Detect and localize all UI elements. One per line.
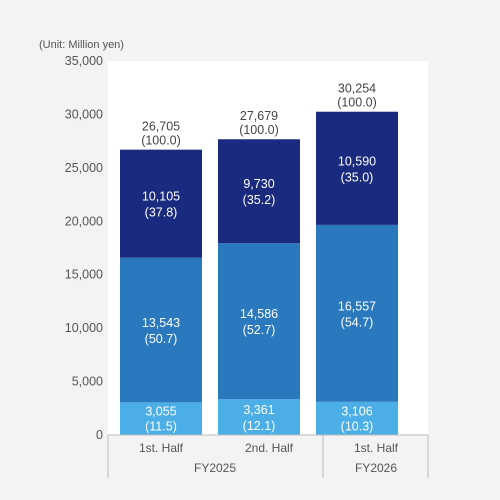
unit-label: (Unit: Million yen) — [39, 39, 124, 51]
bar-segment — [316, 401, 398, 435]
bar-segment — [218, 139, 300, 244]
segment-value-label: 16,557 — [338, 299, 376, 313]
y-axis: 0 5,000 10,000 15,000 20,000 25,000 30,000 35,0… — [65, 54, 103, 442]
total-percent-label: (100.0) — [141, 134, 181, 148]
y-tick-label: 10,000 — [65, 321, 103, 335]
segment-percent-label: (12.1) — [243, 419, 276, 433]
segment-percent-label: (35.2) — [243, 193, 276, 207]
segment-value-label: 10,590 — [338, 154, 376, 168]
segment-percent-label: (10.3) — [341, 419, 374, 433]
y-tick-label: 5,000 — [72, 375, 103, 389]
segment-value-label: 3,106 — [341, 404, 372, 418]
bar-segment — [120, 149, 202, 258]
bar-segment — [218, 243, 300, 400]
y-tick-label: 15,000 — [65, 268, 103, 282]
segment-percent-label: (50.7) — [145, 332, 178, 346]
x-axis: 1st. Half 2nd. Half 1st. Half FY2025 FY2026 — [107, 434, 429, 478]
bar-segment — [316, 111, 398, 225]
segment-value-label: 10,105 — [142, 190, 180, 204]
y-tick-label: 30,000 — [65, 107, 103, 121]
segment-value-label: 14,586 — [240, 307, 278, 321]
bars — [120, 111, 398, 435]
total-percent-label: (100.0) — [337, 96, 377, 110]
x-category-label: 2nd. Half — [245, 441, 294, 455]
y-tick-label: 35,000 — [65, 54, 103, 68]
x-group-label: FY2025 — [194, 461, 236, 475]
segment-value-label: 13,543 — [142, 316, 180, 330]
bar-segment — [120, 257, 202, 403]
segment-percent-label: (37.8) — [145, 206, 178, 220]
x-category-label: 1st. Half — [354, 441, 399, 455]
bar-segment — [316, 224, 398, 402]
bar-segment — [120, 402, 202, 435]
x-category-label: 1st. Half — [139, 441, 184, 455]
segment-value-label: 3,361 — [243, 403, 274, 417]
total-value-label: 30,254 — [338, 82, 376, 96]
total-value-label: 26,705 — [142, 120, 180, 134]
y-tick-label: 25,000 — [65, 161, 103, 175]
bar-segment — [218, 399, 300, 435]
segment-percent-label: (35.0) — [341, 170, 374, 184]
segment-percent-label: (54.7) — [341, 315, 374, 329]
total-percent-label: (100.0) — [239, 123, 279, 137]
segment-percent-label: (52.7) — [243, 323, 276, 337]
x-group-label: FY2026 — [355, 461, 397, 475]
data-labels: 3,055(11.5) 13,543 (50.7) 10,105 (37.8) 26,70… — [141, 82, 377, 434]
segment-value-label: 9,730 — [243, 177, 274, 191]
segment-value-label: 3,055 — [145, 405, 176, 419]
y-tick-label: 20,000 — [65, 214, 103, 228]
total-value-label: 27,679 — [240, 109, 278, 123]
segment-percent-label: (11.5) — [145, 420, 177, 434]
y-tick-label: 0 — [96, 428, 103, 442]
